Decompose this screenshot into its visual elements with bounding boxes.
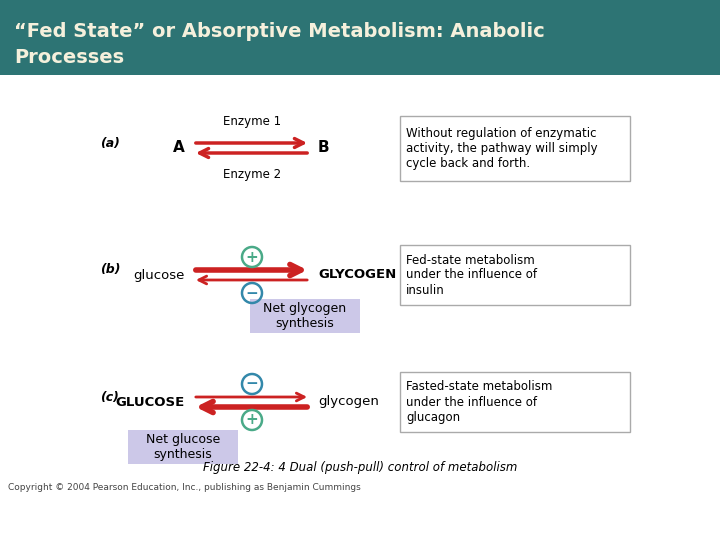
Text: Net glucose
synthesis: Net glucose synthesis (146, 433, 220, 461)
Text: Fed-state metabolism
under the influence of
insulin: Fed-state metabolism under the influence… (406, 253, 537, 296)
FancyBboxPatch shape (400, 116, 630, 181)
FancyBboxPatch shape (400, 245, 630, 305)
Text: Processes: Processes (14, 48, 124, 67)
Text: GLYCOGEN: GLYCOGEN (318, 268, 396, 281)
Text: Enzyme 2: Enzyme 2 (223, 168, 281, 181)
Text: −: − (246, 376, 258, 392)
Text: (a): (a) (100, 137, 120, 150)
Text: Without regulation of enzymatic
activity, the pathway will simply
cycle back and: Without regulation of enzymatic activity… (406, 127, 598, 170)
Text: Enzyme 1: Enzyme 1 (223, 115, 281, 128)
Text: glucose: glucose (134, 268, 185, 281)
FancyBboxPatch shape (400, 372, 630, 432)
Text: +: + (246, 249, 258, 265)
Bar (0, 0, 720, 75)
Text: GLUCOSE: GLUCOSE (116, 395, 185, 408)
FancyBboxPatch shape (250, 299, 360, 333)
Text: Net glycogen
synthesis: Net glycogen synthesis (264, 302, 346, 330)
Text: B: B (318, 140, 330, 156)
Text: (c): (c) (100, 390, 119, 403)
Text: Fasted-state metabolism
under the influence of
glucagon: Fasted-state metabolism under the influe… (406, 381, 552, 423)
Text: −: − (246, 286, 258, 300)
Text: A: A (174, 140, 185, 156)
Text: glycogen: glycogen (318, 395, 379, 408)
Text: +: + (246, 413, 258, 428)
Text: Copyright © 2004 Pearson Education, Inc., publishing as Benjamin Cummings: Copyright © 2004 Pearson Education, Inc.… (8, 483, 361, 492)
Text: Figure 22-4: 4 Dual (push-pull) control of metabolism: Figure 22-4: 4 Dual (push-pull) control … (203, 462, 517, 475)
FancyBboxPatch shape (128, 430, 238, 464)
Text: “Fed State” or Absorptive Metabolism: Anabolic: “Fed State” or Absorptive Metabolism: An… (14, 22, 545, 41)
Text: (b): (b) (100, 264, 120, 276)
